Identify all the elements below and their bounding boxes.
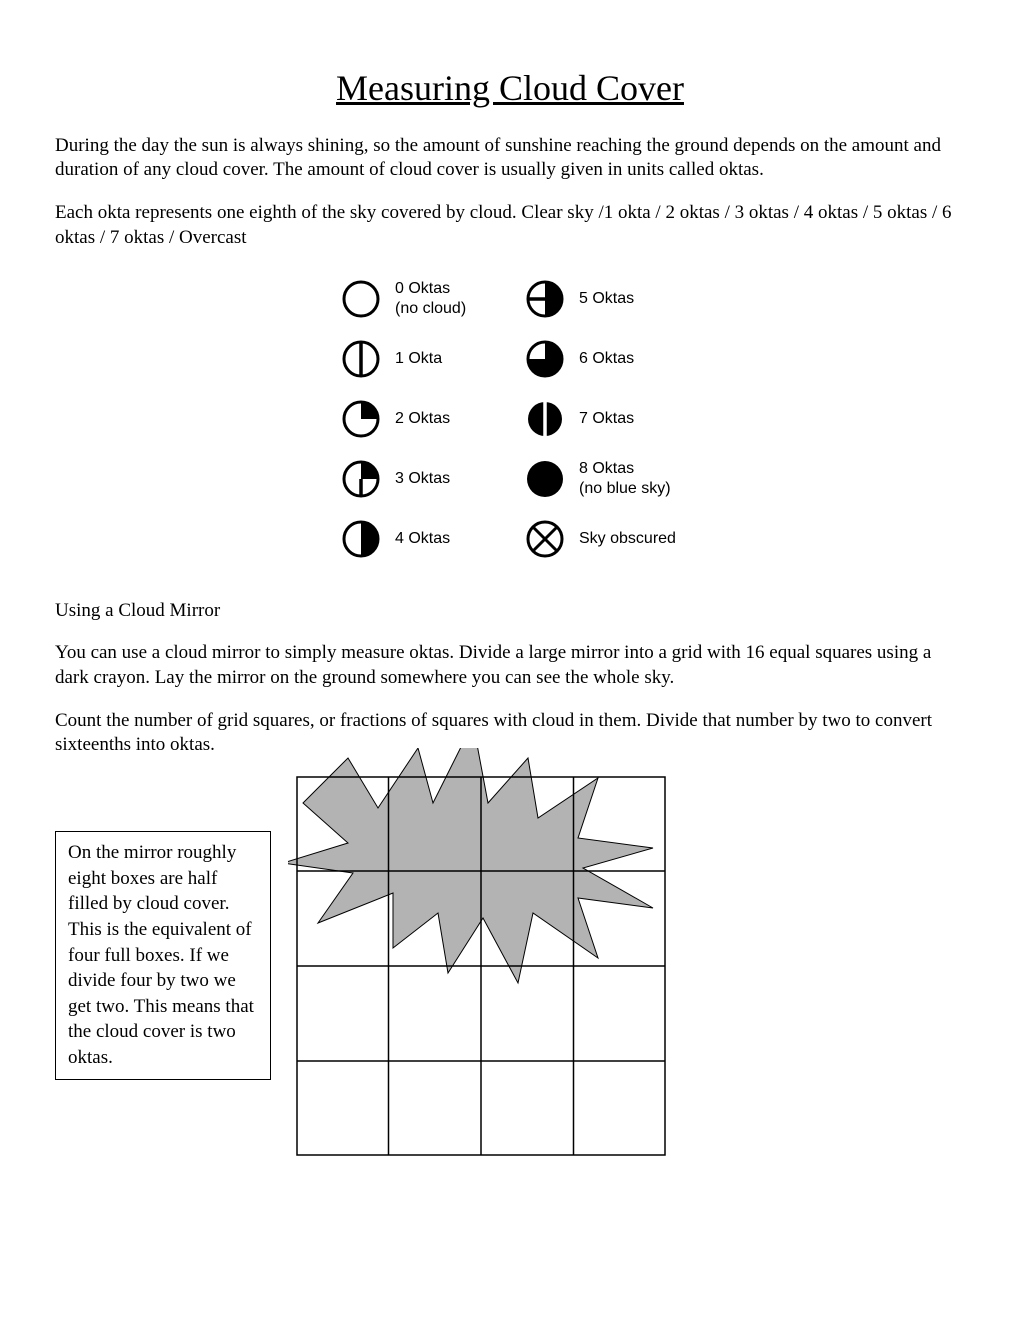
okta-row-0: 0 Oktas(no cloud) xyxy=(341,269,495,329)
okta-row-3: 3 Oktas xyxy=(341,449,495,509)
mirror-paragraph-1: You can use a cloud mirror to simply mea… xyxy=(55,641,965,690)
okta-row-1: 1 Okta xyxy=(341,329,495,389)
okta-row-4: 4 Oktas xyxy=(341,509,495,569)
okta-row-6: 6 Oktas xyxy=(525,329,679,389)
okta-row-7: 7 Oktas xyxy=(525,389,679,449)
okta-obscured-icon xyxy=(525,519,565,559)
cloud-mirror-diagram xyxy=(296,776,666,1156)
mirror-grid xyxy=(296,776,666,1156)
okta-3-icon xyxy=(341,459,381,499)
okta-label: 7 Oktas xyxy=(579,409,679,428)
okta-label: 5 Oktas xyxy=(579,289,679,308)
mirror-caption-text: On the mirror roughly eight boxes are ha… xyxy=(68,842,254,1068)
okta-0-icon xyxy=(341,279,381,319)
okta-label: 6 Oktas xyxy=(579,349,679,368)
page-title: Measuring Cloud Cover xyxy=(55,65,965,112)
okta-5-icon xyxy=(525,279,565,319)
okta-column-left: 0 Oktas(no cloud) 1 Okta 2 Oktas 3 Oktas xyxy=(341,269,495,569)
okta-label: 8 Oktas(no blue sky) xyxy=(579,459,679,497)
okta-6-icon xyxy=(525,339,565,379)
okta-label: 3 Oktas xyxy=(395,469,495,488)
okta-label: Sky obscured xyxy=(579,529,679,548)
okta-row-8: 8 Oktas(no blue sky) xyxy=(525,449,679,509)
mirror-caption-box: On the mirror roughly eight boxes are ha… xyxy=(55,831,271,1080)
okta-column-right: 5 Oktas 6 Oktas 7 Oktas 8 Oktas(no blue … xyxy=(525,269,679,569)
okta-row-2: 2 Oktas xyxy=(341,389,495,449)
intro-paragraph-1: During the day the sun is always shining… xyxy=(55,134,965,183)
intro-paragraph-2: Each okta represents one eighth of the s… xyxy=(55,201,965,250)
okta-label: 4 Oktas xyxy=(395,529,495,548)
okta-8-icon xyxy=(525,459,565,499)
okta-row-obscured: Sky obscured xyxy=(525,509,679,569)
okta-chart: 0 Oktas(no cloud) 1 Okta 2 Oktas 3 Oktas xyxy=(55,269,965,569)
mirror-section: On the mirror roughly eight boxes are ha… xyxy=(55,776,965,1156)
okta-label: 2 Oktas xyxy=(395,409,495,428)
okta-label: 0 Oktas(no cloud) xyxy=(395,279,495,317)
okta-1-icon xyxy=(341,339,381,379)
okta-4-icon xyxy=(341,519,381,559)
section-heading: Using a Cloud Mirror xyxy=(55,599,965,624)
okta-label: 1 Okta xyxy=(395,349,495,368)
okta-2-icon xyxy=(341,399,381,439)
okta-row-5: 5 Oktas xyxy=(525,269,679,329)
okta-7-icon xyxy=(525,399,565,439)
